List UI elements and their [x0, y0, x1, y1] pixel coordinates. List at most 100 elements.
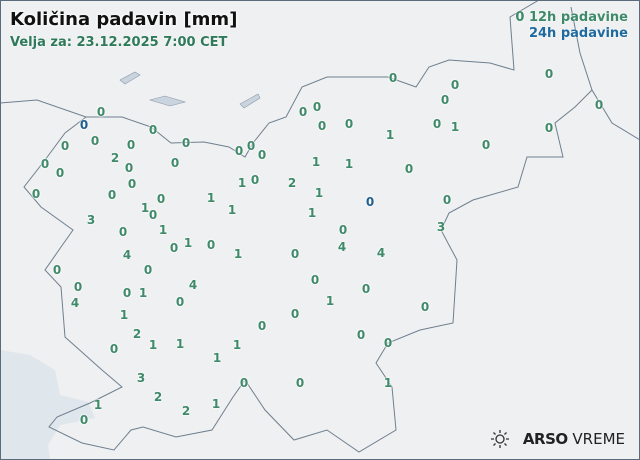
station-12h-value: 3: [436, 220, 446, 234]
legend-24h-label: 24h padavine: [528, 26, 628, 41]
station-12h-value: 1: [307, 206, 317, 220]
station-12h-value: 1: [450, 120, 460, 134]
station-12h-value: 0: [250, 173, 260, 187]
station-12h-value: 1: [233, 247, 243, 261]
slovenia-border: [23, 89, 593, 453]
station-12h-value: 3: [136, 371, 146, 385]
legend: 0 12h padavine 24h padavine: [515, 10, 628, 42]
station-12h-value: 0: [420, 300, 430, 314]
station-12h-value: 0: [298, 105, 308, 119]
station-12h-value: 0: [383, 336, 393, 350]
station-12h-value: 1: [148, 338, 158, 352]
station-12h-value: 1: [211, 397, 221, 411]
station-12h-value: 0: [432, 117, 442, 131]
station-24h-value: 0: [365, 195, 375, 209]
station-12h-value: 1: [344, 157, 354, 171]
station-12h-value: 0: [169, 241, 179, 255]
sea: [0, 350, 95, 460]
station-12h-value: 4: [70, 296, 80, 310]
station-12h-value: 1: [206, 191, 216, 205]
station-12h-value: 0: [79, 413, 89, 427]
station-12h-value: 4: [188, 278, 198, 292]
station-12h-value: 0: [361, 282, 371, 296]
station-12h-value: 1: [183, 236, 193, 250]
station-12h-value: 2: [110, 151, 120, 165]
station-12h-value: 0: [257, 148, 267, 162]
station-12h-value: 0: [148, 123, 158, 137]
station-12h-value: 1: [158, 223, 168, 237]
station-12h-value: 0: [290, 307, 300, 321]
station-12h-value: 0: [450, 78, 460, 92]
station-12h-value: 0: [31, 187, 41, 201]
station-12h-value: 0: [118, 225, 128, 239]
station-12h-value: 0: [310, 273, 320, 287]
station-12h-value: 1: [232, 338, 242, 352]
station-12h-value: 0: [148, 208, 158, 222]
station-12h-value: 0: [124, 161, 134, 175]
station-12h-value: 2: [181, 404, 191, 418]
station-12h-value: 0: [404, 162, 414, 176]
valid-time: Velja za: 23.12.2025 7:00 CET: [10, 35, 228, 50]
station-12h-value: 1: [237, 176, 247, 190]
station-12h-value: 0: [440, 93, 450, 107]
station-12h-value: 0: [442, 193, 452, 207]
station-12h-value: 0: [312, 100, 322, 114]
station-12h-value: 2: [132, 327, 142, 341]
station-12h-value: 0: [246, 139, 256, 153]
station-12h-value: 0: [388, 71, 398, 85]
station-12h-value: 0: [544, 67, 554, 81]
station-12h-value: 0: [234, 144, 244, 158]
station-12h-value: 0: [257, 319, 267, 333]
station-12h-value: 0: [55, 166, 65, 180]
logo-brand: ARSO: [522, 430, 568, 448]
station-12h-value: 0: [40, 157, 50, 171]
station-12h-value: 0: [127, 177, 137, 191]
station-12h-value: 1: [385, 128, 395, 142]
station-12h-value: 0: [73, 280, 83, 294]
station-12h-value: 2: [153, 390, 163, 404]
station-24h-value: 0: [79, 118, 89, 132]
station-12h-value: 2: [287, 176, 297, 190]
station-12h-value: 0: [239, 376, 249, 390]
station-12h-value: 0: [544, 121, 554, 135]
station-12h-value: 0: [317, 119, 327, 133]
station-12h-value: 4: [376, 246, 386, 260]
station-12h-value: 4: [337, 240, 347, 254]
station-12h-value: 1: [383, 376, 393, 390]
station-12h-value: 1: [119, 308, 129, 322]
sun-icon: [490, 430, 509, 448]
station-12h-value: 1: [311, 155, 321, 169]
station-12h-value: 0: [181, 136, 191, 150]
station-12h-value: 1: [325, 294, 335, 308]
legend-sample: 0: [515, 10, 525, 25]
station-12h-value: 0: [52, 263, 62, 277]
legend-12h-label: 12h padavine: [528, 10, 628, 25]
station-12h-value: 0: [344, 117, 354, 131]
station-12h-value: 0: [122, 286, 132, 300]
station-12h-value: 0: [594, 98, 604, 112]
station-12h-value: 0: [96, 105, 106, 119]
station-12h-value: 0: [206, 238, 216, 252]
station-12h-value: 1: [227, 203, 237, 217]
station-12h-value: 0: [295, 376, 305, 390]
station-12h-value: 3: [86, 213, 96, 227]
station-12h-value: 1: [93, 398, 103, 412]
country-border: [0, 0, 540, 158]
station-12h-value: 0: [481, 138, 491, 152]
lake: [119, 71, 261, 109]
station-12h-value: 0: [338, 223, 348, 237]
station-12h-value: 0: [126, 138, 136, 152]
station-12h-value: 1: [175, 337, 185, 351]
station-12h-value: 0: [143, 263, 153, 277]
station-12h-value: 0: [107, 188, 117, 202]
station-12h-value: 1: [314, 186, 324, 200]
station-12h-value: 0: [356, 328, 366, 342]
arso-logo[interactable]: ARSO VREME: [489, 429, 625, 449]
legend-24h: 24h padavine: [515, 26, 628, 42]
station-12h-value: 1: [140, 201, 150, 215]
station-12h-value: 1: [212, 351, 222, 365]
map-title: Količina padavin [mm]: [10, 9, 238, 30]
station-12h-value: 0: [290, 247, 300, 261]
station-12h-value: 4: [122, 248, 132, 262]
